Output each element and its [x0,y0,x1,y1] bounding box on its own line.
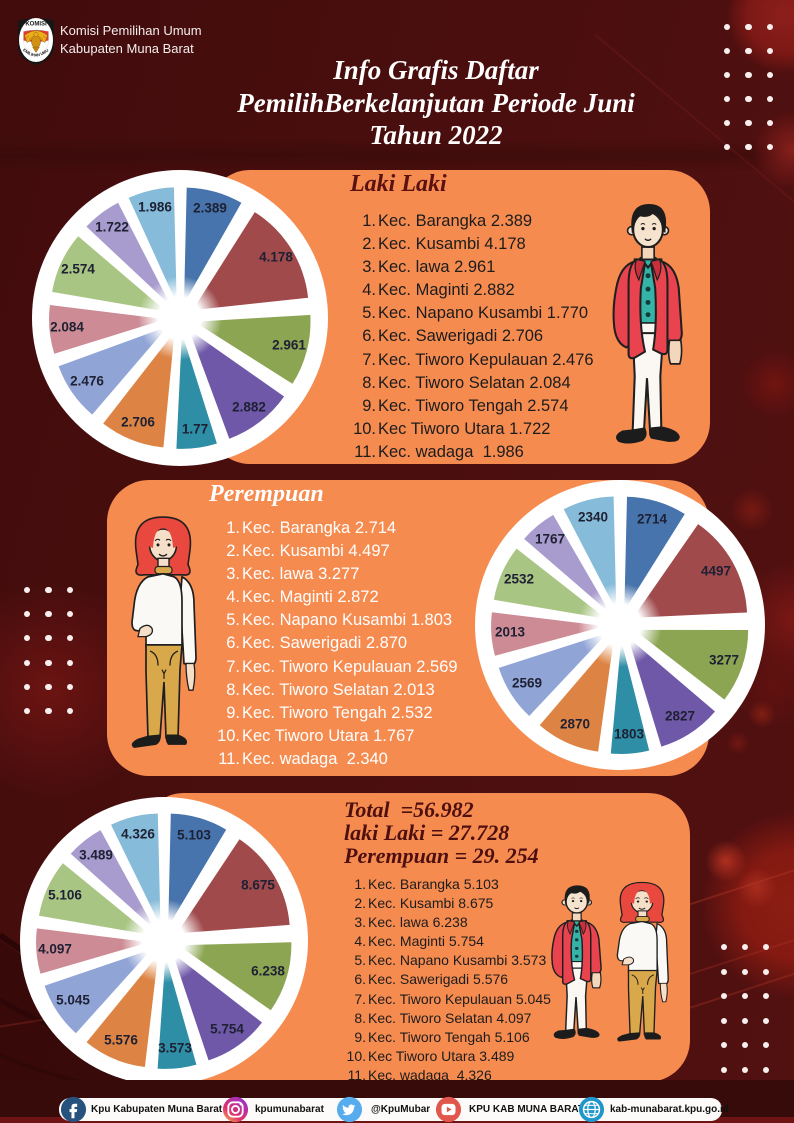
svg-text:5.576: 5.576 [104,1033,138,1048]
svg-text:5.103: 5.103 [177,828,211,843]
svg-text:3277: 3277 [709,653,739,668]
svg-text:2.706: 2.706 [121,415,155,430]
svg-text:1803: 1803 [614,727,645,742]
svg-text:1.986: 1.986 [138,200,172,215]
svg-text:4.178: 4.178 [259,250,293,265]
svg-text:5.754: 5.754 [210,1022,244,1037]
svg-text:2532: 2532 [504,572,534,587]
svg-text:4.097: 4.097 [38,942,72,957]
svg-text:2.961: 2.961 [272,338,306,353]
svg-text:1.77: 1.77 [182,422,208,437]
svg-text:2.476: 2.476 [70,374,104,389]
svg-text:4497: 4497 [701,564,731,579]
svg-text:2.882: 2.882 [232,400,266,415]
svg-text:KOMISI: KOMISI [25,22,47,28]
svg-text:8.675: 8.675 [241,878,275,893]
svg-text:2013: 2013 [495,625,526,640]
svg-text:2870: 2870 [560,717,590,732]
svg-text:2.574: 2.574 [61,262,95,277]
svg-text:2.084: 2.084 [50,320,84,335]
svg-text:2.389: 2.389 [193,201,227,216]
svg-text:5.106: 5.106 [48,888,82,903]
svg-text:2827: 2827 [665,709,695,724]
svg-text:4.326: 4.326 [121,827,155,842]
svg-text:1.722: 1.722 [95,220,129,235]
svg-text:2340: 2340 [578,510,608,525]
svg-text:6.238: 6.238 [251,964,285,979]
svg-text:3.489: 3.489 [79,848,113,863]
svg-text:2714: 2714 [637,512,668,527]
svg-text:2569: 2569 [512,676,542,691]
svg-text:3.573: 3.573 [158,1041,192,1056]
svg-text:1767: 1767 [535,532,565,547]
svg-text:5.045: 5.045 [56,993,90,1008]
